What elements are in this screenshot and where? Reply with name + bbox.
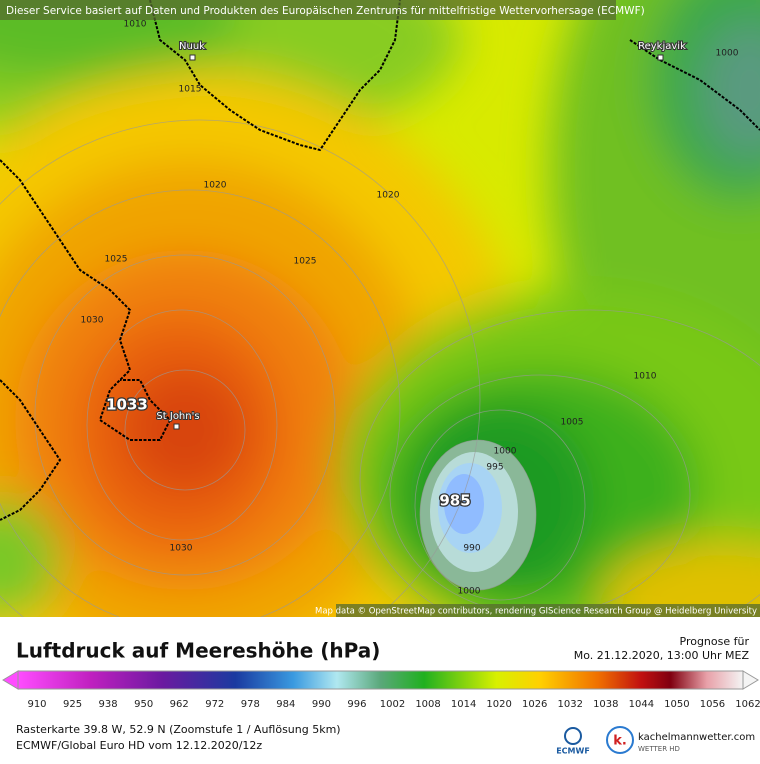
forecast-label: Prognose für: [680, 635, 750, 648]
isobar-label: 1000: [458, 587, 481, 597]
colorbar-tick-label: 978: [241, 699, 260, 710]
colorbar-tick-label: 1056: [700, 699, 725, 710]
isobar-label: 1010: [634, 372, 657, 382]
model-info: ECMWF/Global Euro HD vom 12.12.2020/12z: [16, 739, 262, 752]
logo-ecmwf: ECMWF: [556, 747, 590, 756]
colorbar-tick-label: 1044: [629, 699, 654, 710]
colorbar-tick-label: 1026: [522, 699, 547, 710]
colorbar-tick-label: 925: [63, 699, 82, 710]
raster-info: Rasterkarte 39.8 W, 52.9 N (Zoomstufe 1 …: [16, 723, 341, 736]
colorbar-tick-label: 996: [347, 699, 366, 710]
isobar-label: 1030: [81, 316, 104, 326]
colorbar-tick-label: 1038: [593, 699, 618, 710]
legend-title: Luftdruck auf Meereshöhe (hPa): [16, 639, 380, 663]
colorbar-tick-label: 950: [134, 699, 153, 710]
city-label: Nuuk: [179, 41, 205, 52]
isobar-label: 995: [486, 463, 503, 473]
colorbar-tick-label: 1014: [451, 699, 476, 710]
isobar-label: 990: [463, 544, 480, 554]
isobars: [0, 119, 760, 617]
isobar-label: 1030: [170, 544, 193, 554]
colorbar-tick-label: 910: [27, 699, 46, 710]
isobar-label: 1025: [294, 257, 317, 267]
isobar-label: 1000: [716, 49, 739, 59]
colorbar-tick-label: 1032: [558, 699, 583, 710]
isobar-label: 1020: [377, 191, 400, 201]
city-label: Reykjavik: [638, 41, 686, 52]
isobar-label: 1010: [124, 20, 147, 30]
colorbar: [17, 670, 744, 690]
banner: Dieser Service basiert auf Daten und Pro…: [6, 5, 645, 17]
logo-k: k.: [613, 734, 627, 749]
colorbar-tick-label: 962: [170, 699, 189, 710]
colorbar-tick-label: 1008: [415, 699, 440, 710]
isobar-label: 1005: [561, 418, 584, 428]
coastlines: [0, 0, 760, 521]
colorbar-tick-label: 984: [276, 699, 295, 710]
site-sub: WETTER HD: [638, 745, 680, 753]
isobar-label: 1000: [494, 447, 517, 457]
forecast-date: Mo. 21.12.2020, 13:00 Uhr MEZ: [574, 649, 750, 662]
isobar-label: 1025: [105, 255, 128, 265]
colorbar-tick-label: 1062: [735, 699, 760, 710]
city-label: St John's: [156, 411, 199, 422]
site: kachelmannwetter.com: [638, 732, 755, 743]
colorbar-tick-label: 1050: [664, 699, 689, 710]
attribution: Map data © OpenStreetMap contributors, r…: [315, 607, 757, 617]
isobar-label: 985: [439, 492, 470, 510]
colorbar-tick-label: 1020: [486, 699, 511, 710]
isobar-label: 1020: [204, 181, 227, 191]
colorbar-tick-label: 972: [205, 699, 224, 710]
colorbar-tick-label: 1002: [380, 699, 405, 710]
colorbar-tick-label: 990: [312, 699, 331, 710]
isobar-label: 1015: [179, 85, 202, 95]
legend: Luftdruck auf Meereshöhe (hPa) Prognose …: [2, 635, 760, 756]
colorbar-tick-label: 938: [99, 699, 118, 710]
isobar-label: 1033: [106, 396, 148, 414]
